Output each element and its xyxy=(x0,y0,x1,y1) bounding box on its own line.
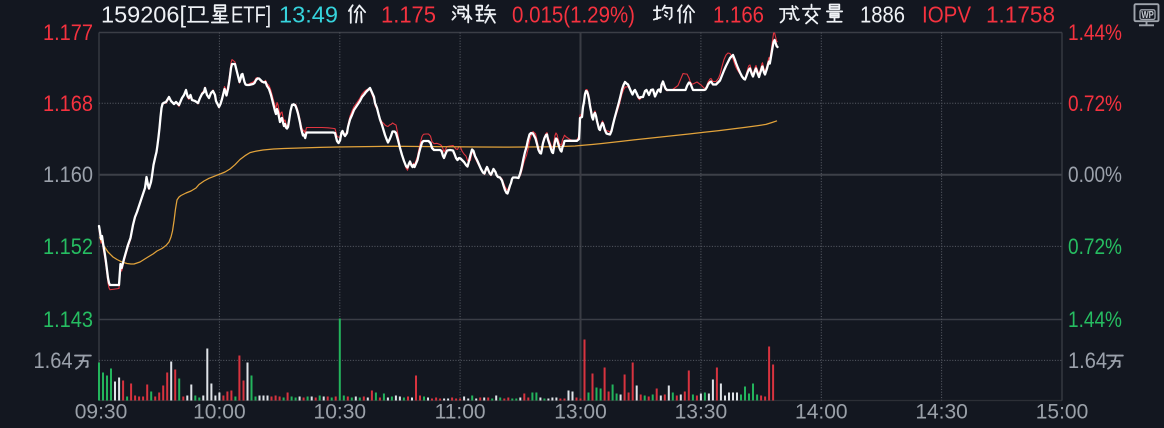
svg-text:14:30: 14:30 xyxy=(915,401,968,424)
svg-text:13:30: 13:30 xyxy=(675,401,728,424)
svg-text:WP: WP xyxy=(1141,10,1154,21)
svg-text:1886: 1886 xyxy=(860,1,905,27)
svg-text:1.143: 1.143 xyxy=(43,307,93,332)
svg-text:ETF]: ETF] xyxy=(231,1,271,27)
svg-text:09:30: 09:30 xyxy=(75,401,128,424)
svg-text:0.015(1.29%): 0.015(1.29%) xyxy=(512,1,635,27)
svg-text:10:00: 10:00 xyxy=(193,401,246,424)
svg-text:1.166: 1.166 xyxy=(713,1,764,27)
svg-text:IOPV: IOPV xyxy=(922,1,972,27)
svg-text:15:00: 15:00 xyxy=(1036,401,1089,424)
svg-text:1.44%: 1.44% xyxy=(1068,20,1122,45)
svg-text:13:49: 13:49 xyxy=(279,1,338,27)
svg-text:14:00: 14:00 xyxy=(795,401,848,424)
svg-text:1.44%: 1.44% xyxy=(1068,307,1122,332)
svg-text:1.1758: 1.1758 xyxy=(986,1,1055,27)
svg-text:1.168: 1.168 xyxy=(43,91,93,116)
svg-text:10:30: 10:30 xyxy=(314,401,367,424)
svg-text:159206[: 159206[ xyxy=(101,1,187,27)
svg-text:1.64: 1.64 xyxy=(34,348,73,373)
svg-text:0.72%: 0.72% xyxy=(1068,234,1122,259)
svg-text:0.72%: 0.72% xyxy=(1068,91,1122,116)
svg-text:1.160: 1.160 xyxy=(43,162,93,187)
svg-text:1.175: 1.175 xyxy=(381,1,436,27)
svg-text:13:00: 13:00 xyxy=(554,401,607,424)
svg-text:1.64: 1.64 xyxy=(1068,348,1107,373)
svg-text:1.152: 1.152 xyxy=(43,234,93,259)
svg-text:11:00: 11:00 xyxy=(435,401,486,424)
svg-text:1.177: 1.177 xyxy=(43,20,93,45)
svg-text:0.00%: 0.00% xyxy=(1068,162,1122,187)
